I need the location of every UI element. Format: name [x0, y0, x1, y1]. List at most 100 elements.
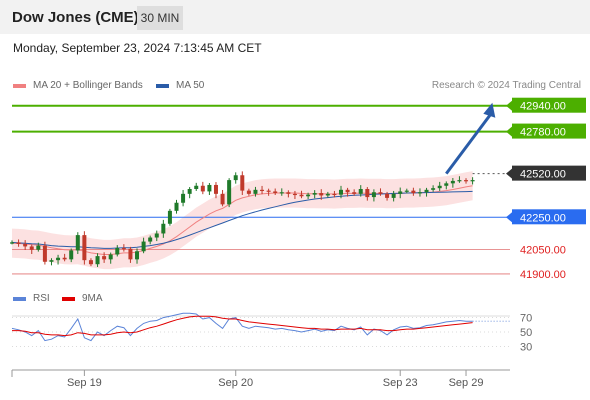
candle-body-39: [266, 190, 271, 192]
candle-body-31: [213, 184, 218, 194]
rsi-axis-label-1: 50: [520, 327, 532, 339]
candle-body-56: [378, 192, 383, 194]
candle-body-12: [88, 260, 93, 265]
candle-body-63: [424, 189, 429, 193]
candle-body-24: [167, 210, 172, 224]
candle-body-27: [187, 189, 192, 194]
legend-rsi-swatch: [13, 296, 26, 301]
legend-rsi: RSI: [13, 293, 50, 304]
candle-body-5: [42, 245, 47, 262]
candle-body-16: [115, 248, 120, 255]
candle-body-14: [102, 256, 107, 260]
legend-ma50-swatch: [156, 83, 169, 88]
candle-body-13: [95, 256, 100, 265]
candle-body-61: [411, 190, 416, 194]
legend-rsi-ma-label: 9MA: [82, 293, 103, 304]
ma50-line: [11, 190, 473, 249]
level-tag-arrow-3: [506, 212, 512, 223]
candle-body-18: [128, 248, 133, 260]
time-label-1: Sep 20: [218, 377, 253, 389]
candle-body-42: [286, 192, 291, 194]
level-tag-1: [512, 123, 586, 139]
candle-body-52: [352, 192, 357, 194]
candle-body-54: [365, 189, 370, 198]
candle-body-60: [404, 190, 409, 192]
level-label-0: 42940.00: [520, 101, 566, 113]
legend-bollinger: MA 20 + Bollinger Bands: [13, 80, 143, 91]
rsi-line: [11, 312, 473, 342]
candle-body-11: [82, 235, 87, 261]
candle-body-29: [200, 185, 205, 192]
legend-rsi-ma-swatch: [62, 296, 75, 301]
candle-body-1: [16, 242, 21, 244]
candle-body-22: [154, 233, 159, 238]
level-label-3: 42250.00: [520, 212, 566, 224]
candle-body-46: [312, 193, 317, 195]
level-tag-arrow-2: [506, 168, 512, 179]
candle-body-40: [273, 191, 278, 194]
time-label-2: Sep 23: [383, 377, 418, 389]
candle-body-37: [253, 189, 258, 194]
candle-body-10: [75, 235, 80, 251]
legend-ma50-label: MA 50: [176, 80, 205, 91]
candle-body-36: [246, 190, 251, 194]
candle-body-66: [444, 183, 449, 186]
candle-body-4: [36, 245, 41, 250]
candle-body-59: [398, 191, 403, 194]
candle-body-68: [457, 180, 462, 182]
candle-body-2: [23, 243, 28, 247]
candle-body-51: [345, 189, 350, 193]
candle-body-62: [417, 192, 422, 194]
time-label-3: Sep 29: [449, 377, 484, 389]
candle-body-7: [56, 257, 61, 261]
level-tag-3: [512, 209, 586, 225]
candle-body-58: [391, 193, 396, 198]
candle-body-45: [306, 194, 311, 197]
candle-body-32: [220, 193, 225, 205]
candle-body-26: [181, 193, 186, 203]
timeframe-button[interactable]: 30 MIN: [137, 6, 183, 30]
candle-body-6: [49, 260, 54, 262]
candle-body-20: [141, 241, 146, 252]
candle-body-34: [233, 175, 238, 181]
candle-body-70: [470, 180, 475, 182]
timestamp: Monday, September 23, 2024 7:13:45 AM CE…: [13, 41, 262, 55]
candle-body-43: [292, 193, 297, 196]
candle-body-28: [194, 185, 199, 189]
rsi-ma-line: [12, 315, 473, 337]
level-tag-2: [512, 165, 586, 181]
candle-body-48: [325, 193, 330, 196]
level-label-1: 42780.00: [520, 127, 566, 139]
candle-body-30: [207, 184, 212, 192]
candle-body-15: [108, 254, 113, 260]
candle-body-17: [121, 248, 126, 250]
rsi-axis-label-0: 70: [520, 313, 532, 325]
candle-body-69: [464, 180, 469, 182]
candle-body-35: [240, 175, 245, 191]
level-tag-0: [512, 97, 586, 113]
time-label-0: Sep 19: [67, 377, 102, 389]
candle-body-0: [10, 242, 14, 244]
candle-body-38: [260, 189, 265, 192]
candle-body-21: [148, 237, 153, 242]
forecast-arrow-head: [483, 102, 496, 118]
level-label-4: 42050.00: [520, 245, 566, 257]
candle-body-23: [161, 223, 166, 234]
candle-body-44: [299, 194, 304, 197]
candle-body-19: [135, 251, 140, 260]
legend-bollinger-swatch: [13, 83, 26, 88]
candle-body-9: [69, 250, 74, 260]
candle-body-33: [227, 180, 232, 205]
header-bar: Dow Jones (CME) 30 MIN: [0, 0, 590, 34]
forecast-arrow-shaft: [445, 113, 492, 175]
candle-body-3: [29, 246, 34, 250]
candle-body-25: [174, 202, 179, 211]
candle-body-41: [279, 192, 284, 194]
candle-body-47: [319, 193, 324, 196]
candle-body-53: [358, 189, 363, 194]
legend-ma50: MA 50: [156, 80, 204, 91]
candle-body-67: [450, 180, 455, 184]
level-tag-arrow-0: [506, 100, 512, 111]
